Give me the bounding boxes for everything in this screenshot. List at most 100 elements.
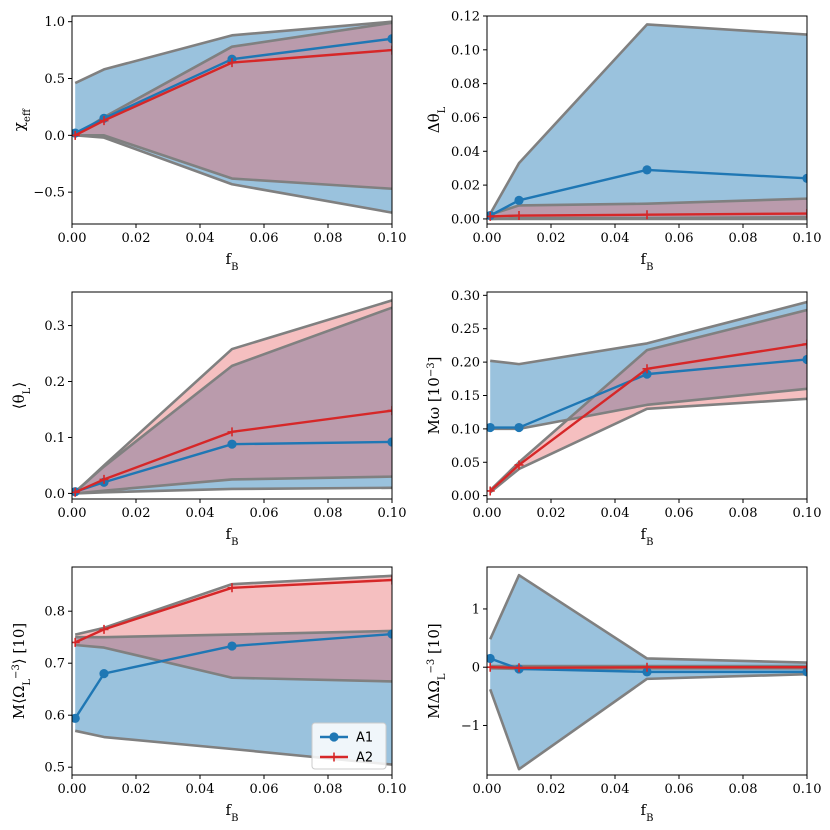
x-tick-label: 0.10 xyxy=(793,782,822,797)
x-axis-label: fB xyxy=(226,801,239,824)
point-A1 xyxy=(514,422,524,433)
band-edge-A2-upper xyxy=(489,308,807,492)
point-A2 xyxy=(227,427,237,437)
point-A2 xyxy=(387,45,392,55)
band-edge-A2-lower xyxy=(489,397,807,494)
point-A2 xyxy=(514,460,524,470)
y-tick-label: 0.10 xyxy=(451,43,480,58)
x-tick-label: 0.08 xyxy=(729,506,758,521)
x-tick-label: 0.04 xyxy=(601,506,630,521)
x-tick-label: 0.02 xyxy=(537,231,566,246)
point-A1 xyxy=(514,195,524,205)
band-edge-A2-lower xyxy=(75,134,392,191)
point-A2 xyxy=(99,624,109,634)
axes-frame xyxy=(71,291,393,500)
y-tick-label: 0.25 xyxy=(451,322,480,337)
band-edge-A1-lower xyxy=(488,672,807,771)
band-A1 xyxy=(490,302,807,429)
point-A2 xyxy=(642,210,652,220)
x-tick-label: 0.10 xyxy=(378,231,407,246)
x-tick-label: 0.08 xyxy=(729,782,758,797)
band-edge-A2-upper xyxy=(74,299,392,494)
point-A2 xyxy=(227,583,237,593)
y-tick-label: 0.0 xyxy=(44,129,65,144)
chart-panel-3: 0.00 0.02 0.04 0.06 0.08 0.10 0.0 0.1 0.2 0.3 fB ⟨θ… xyxy=(10,291,407,548)
x-tick-label: 0.10 xyxy=(793,506,822,521)
point-A1 xyxy=(99,669,109,679)
y-tick-label: 0.15 xyxy=(451,389,480,404)
legend-label-A2: A2 xyxy=(356,751,373,766)
x-tick-label: 0.00 xyxy=(473,782,502,797)
point-A2 xyxy=(802,209,807,219)
point-A2 xyxy=(227,58,237,68)
band-edge-A2-upper xyxy=(489,197,807,216)
series-line-A1 xyxy=(489,657,807,674)
band-A2 xyxy=(75,575,392,682)
y-axis-label: MΔΩL−3 [10] xyxy=(425,623,448,719)
x-tick-label: 0.04 xyxy=(601,782,630,797)
axes-frame xyxy=(71,566,393,776)
band-edge-A1-upper xyxy=(489,23,807,215)
band-edge-A2-upper xyxy=(74,574,392,636)
y-tick-label: 0.0 xyxy=(44,487,65,502)
series-line-A1 xyxy=(489,168,807,217)
y-tick-label: 0 xyxy=(472,661,480,676)
point-A1 xyxy=(227,641,237,651)
point-A1 xyxy=(642,165,652,175)
chart-panel-2: 0.00 0.02 0.04 0.06 0.08 0.10 0.00 0.02 0.04 0.06… xyxy=(425,10,821,273)
point-A1 xyxy=(802,667,807,677)
band-edge-A2-lower xyxy=(75,475,392,495)
plot-area xyxy=(487,300,807,496)
band-edge-A1-upper xyxy=(489,573,807,664)
y-tick-label: 0.12 xyxy=(451,10,480,25)
point-A2 xyxy=(387,575,392,585)
y-tick-label: 0.3 xyxy=(44,319,65,334)
y-tick-label: 0.06 xyxy=(451,111,480,126)
x-tick-label: 0.10 xyxy=(793,231,822,246)
y-tick-label: 0.20 xyxy=(451,356,480,371)
y-tick-label: 1 xyxy=(472,602,480,617)
point-A1 xyxy=(387,437,392,447)
point-A2 xyxy=(514,663,524,673)
plot-area xyxy=(72,299,392,497)
x-tick-label: 0.00 xyxy=(473,506,502,521)
band-A1 xyxy=(490,24,807,219)
chart-panel-5: 0.00 0.02 0.04 0.06 0.08 0.10 0.5 0.6 0.7 0.8 fB M⟨… xyxy=(10,566,406,824)
point-A2 xyxy=(642,662,652,672)
band-A2 xyxy=(75,22,392,189)
x-tick-label: 0.06 xyxy=(665,782,694,797)
series-line-A2 xyxy=(490,212,807,218)
point-A1 xyxy=(802,354,807,365)
y-axis-label: ⟨θL⟩ xyxy=(10,382,33,409)
band-edge-A1-upper xyxy=(490,300,807,366)
x-tick-label: 0.08 xyxy=(729,231,758,246)
x-tick-label: 0.06 xyxy=(250,782,279,797)
y-tick-label: 0.8 xyxy=(44,605,65,620)
axes-frame xyxy=(486,566,808,776)
point-A1 xyxy=(487,422,495,433)
y-tick-label: 0.08 xyxy=(451,77,480,92)
y-axis-label: χeff xyxy=(10,108,33,131)
x-tick-label: 0.00 xyxy=(473,231,502,246)
x-axis-label: fB xyxy=(641,250,654,273)
y-tick-label: 0.04 xyxy=(451,145,480,160)
x-tick-label: 0.04 xyxy=(186,782,215,797)
x-tick-label: 0.10 xyxy=(378,506,407,521)
axes-frame xyxy=(486,15,808,225)
band-edge-A2-lower xyxy=(75,643,392,683)
y-tick-label: 0.05 xyxy=(451,456,480,471)
x-axis-label: fB xyxy=(226,525,239,548)
x-axis-label: fB xyxy=(226,250,239,273)
y-tick-label: 0.1 xyxy=(44,431,65,446)
y-tick-label: 0.00 xyxy=(451,212,480,227)
point-A2 xyxy=(642,364,652,374)
x-tick-label: 0.02 xyxy=(122,782,151,797)
y-axis-label: ΔθL xyxy=(425,106,448,133)
x-tick-label: 0.02 xyxy=(122,231,151,246)
x-tick-label: 0.00 xyxy=(58,782,87,797)
y-tick-label: 1.0 xyxy=(44,15,65,30)
x-tick-label: 0.06 xyxy=(665,506,694,521)
point-A1 xyxy=(387,34,392,44)
